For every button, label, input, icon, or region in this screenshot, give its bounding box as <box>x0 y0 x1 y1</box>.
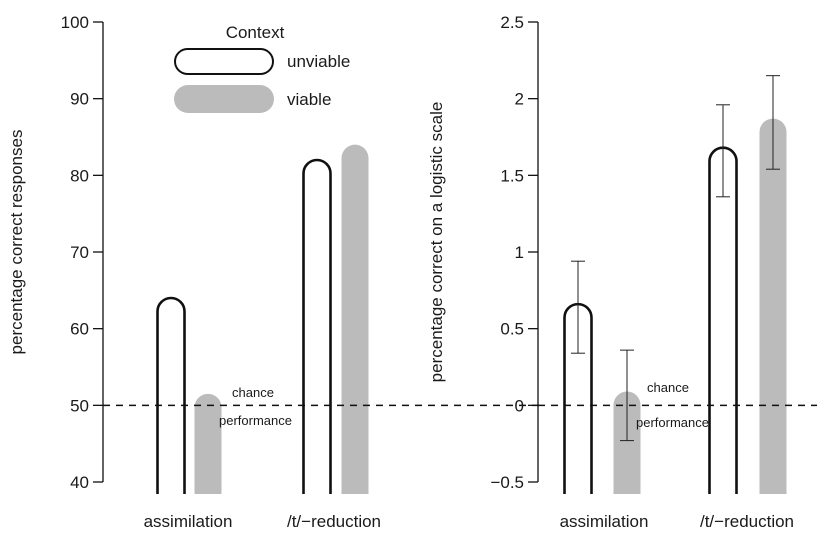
chance-note-line1: chance <box>232 385 274 400</box>
bar-unviable <box>156 296 186 494</box>
chance-note-line2: performance <box>219 413 292 428</box>
chart-panel-2: −0.5 0 0.5 1 1.5 2 2.5 percentage correct on a … <box>427 13 817 531</box>
y-tick-label: 80 <box>70 166 89 185</box>
bar-viable <box>759 118 787 494</box>
y-tick-label: 50 <box>70 396 89 415</box>
legend-title: Context <box>226 23 285 42</box>
y-tick-label: 60 <box>70 320 89 339</box>
chance-note-line2: performance <box>636 415 709 430</box>
x-category-label: assimilation <box>560 512 649 531</box>
x-category-label: /t/−reduction <box>700 512 794 531</box>
legend-label-unviable: unviable <box>287 52 350 71</box>
legend-swatch-unviable <box>174 48 274 75</box>
y-tick-label: 1 <box>515 243 524 262</box>
y-axis-title: percentage correct on a logistic scale <box>427 102 446 383</box>
x-category-label: assimilation <box>144 512 233 531</box>
y-tick-label: 2 <box>515 90 524 109</box>
legend-label-viable: viable <box>287 90 331 109</box>
x-category-label: /t/−reduction <box>287 512 381 531</box>
chart-panel-1: 40 50 60 70 80 90 100 percentage correct respon… <box>7 13 545 531</box>
y-tick-label: 100 <box>61 13 89 32</box>
bar-unviable <box>708 146 738 494</box>
y-tick-label: −0.5 <box>490 473 524 492</box>
y-tick-label: 0.5 <box>500 320 524 339</box>
y-tick-label: 0 <box>515 396 524 415</box>
bar-viable <box>341 144 369 494</box>
bar-viable <box>613 391 641 494</box>
y-tick-label: 1.5 <box>500 166 524 185</box>
bar-unviable <box>302 158 332 494</box>
chance-note-line1: chance <box>647 380 689 395</box>
y-tick-label: 90 <box>70 90 89 109</box>
y-axis-title: percentage correct responses <box>7 130 26 355</box>
y-tick-label: 70 <box>70 243 89 262</box>
legend-swatch-viable <box>174 85 274 113</box>
bar-viable <box>194 393 222 494</box>
y-tick-label: 2.5 <box>500 13 524 32</box>
y-tick-label: 40 <box>70 473 89 492</box>
